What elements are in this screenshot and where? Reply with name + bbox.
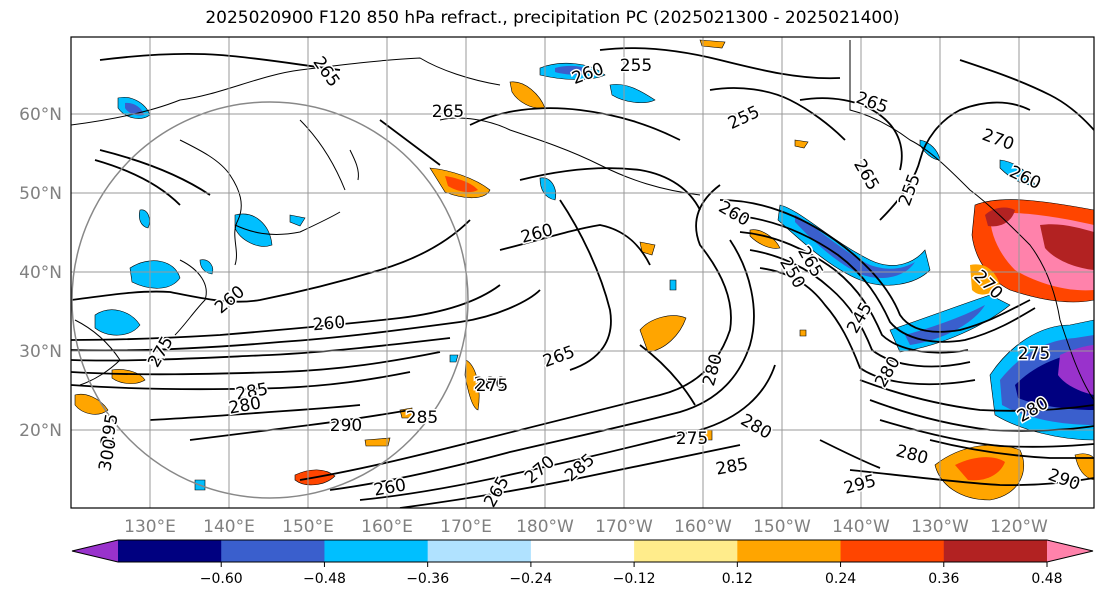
lat-label: 40°N — [19, 263, 62, 283]
lon-label: 140°W — [832, 517, 890, 537]
contour-label: 260 — [312, 313, 346, 336]
colorbar-segment — [118, 540, 222, 562]
colorbar-tick-label: 0.36 — [928, 571, 959, 587]
lon-label: 150°W — [753, 517, 811, 537]
colorbar-ticks: −0.60 −0.48 −0.36 −0.24 −0.12 0.12 0.24 0.36 0.4… — [200, 562, 1063, 587]
lon-labels: 130°E 140°E 150°E 160°E 170°E 180°W 170°… — [124, 517, 1048, 537]
contour-label: 280 — [474, 374, 506, 394]
colorbar-segment — [530, 540, 635, 562]
lon-label: 160°E — [361, 517, 413, 537]
region-circle — [71, 101, 469, 499]
lon-label: 180°W — [516, 517, 574, 537]
colorbar-outline — [71, 539, 1094, 563]
lon-label: 160°W — [674, 517, 732, 537]
colorbar-tick-label: −0.12 — [613, 571, 656, 587]
contour-label: 265 — [432, 102, 464, 122]
contour-label: 290 — [330, 416, 362, 436]
colorbar-segment — [221, 540, 325, 562]
contour-label: 255 — [620, 56, 652, 76]
contour-label: 275 — [1018, 344, 1050, 364]
colorbar — [71, 539, 1094, 563]
lat-labels: 60°N 50°N 40°N 30°N 20°N — [19, 105, 62, 441]
contour-label: 285 — [406, 408, 438, 428]
colorbar-tick-label: 0.12 — [722, 571, 753, 587]
colorbar-extension-max — [1047, 540, 1093, 562]
lon-label: 130°W — [911, 517, 969, 537]
colorbar-segment — [634, 540, 738, 562]
lat-label: 50°N — [19, 184, 62, 204]
lon-label: 140°E — [203, 517, 255, 537]
lon-label: 120°W — [990, 517, 1048, 537]
lon-label: 170°E — [440, 517, 492, 537]
lon-label: 170°W — [595, 517, 653, 537]
colorbar-tick-label: −0.60 — [200, 571, 243, 587]
colorbar-tick-label: −0.36 — [406, 571, 449, 587]
colorbar-tick-label: −0.24 — [509, 571, 552, 587]
colorbar-segment — [840, 540, 945, 562]
colorbar-tick-label: 0.24 — [825, 571, 856, 587]
colorbar-tick-label: 0.48 — [1031, 571, 1062, 587]
contour-label: 275 — [476, 376, 508, 396]
map-title: 2025020900 F120 850 hPa refract., precip… — [205, 8, 900, 28]
lat-label: 30°N — [19, 342, 62, 362]
lat-label: 60°N — [19, 105, 62, 125]
lon-label: 150°E — [282, 517, 334, 537]
colorbar-extension-min — [72, 540, 118, 562]
lon-label: 130°E — [124, 517, 176, 537]
colorbar-segment — [943, 540, 1048, 562]
colorbar-tick-label: −0.48 — [303, 571, 346, 587]
lat-label: 20°N — [19, 421, 62, 441]
colorbar-segment — [324, 540, 429, 562]
colorbar-segment — [737, 540, 842, 562]
contour-label: 275 — [676, 429, 708, 449]
refractivity-contours — [71, 47, 1094, 508]
graticule — [71, 37, 1094, 508]
map-border — [70, 36, 1095, 509]
colorbar-segment — [427, 540, 532, 562]
